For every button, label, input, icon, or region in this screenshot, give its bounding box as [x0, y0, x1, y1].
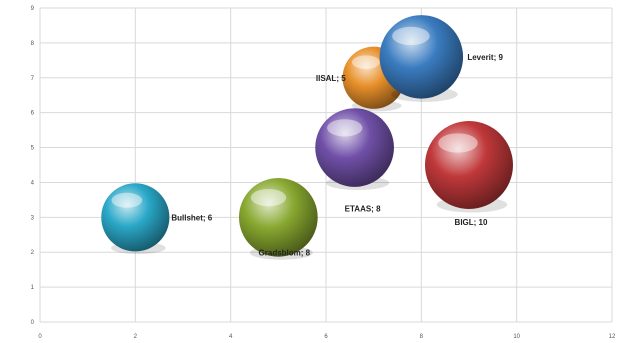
bubble-data-label: BIGL; 10 — [455, 218, 488, 227]
y-tick-label: 1 — [31, 285, 35, 291]
bubble-highlight — [351, 55, 380, 70]
y-tick-label: 6 — [31, 111, 35, 117]
bubble-data-label: Leverit; 9 — [467, 53, 503, 62]
bubble-data-label: IISAL; 5 — [316, 74, 346, 83]
bubble-highlight — [250, 188, 287, 207]
y-tick-label: 8 — [31, 41, 35, 47]
y-tick-label: 0 — [31, 320, 35, 326]
bubble-highlight — [327, 119, 363, 137]
y-tick-label: 2 — [31, 250, 35, 256]
x-tick-label: 10 — [513, 334, 520, 340]
bubble-highlight — [111, 192, 143, 208]
bubbles-layer — [101, 15, 513, 260]
bubble-labels: Bullshet; 6 Gradsblom; 8 ETAAS; 8 IISAL; 5 L… — [171, 53, 503, 257]
bubble-highlight — [438, 133, 478, 153]
bubble — [101, 183, 170, 252]
y-tick-label: 4 — [31, 180, 35, 186]
bubble — [238, 177, 318, 257]
bubble-data-label: Gradsblom; 8 — [259, 248, 311, 257]
bubble-highlight — [392, 26, 430, 46]
bubble — [379, 15, 464, 99]
bubble — [425, 121, 513, 209]
y-tick-label: 5 — [31, 146, 35, 152]
x-tick-label: 12 — [609, 334, 616, 340]
x-tick-label: 4 — [229, 334, 233, 340]
x-tick-label: 2 — [134, 334, 138, 340]
y-tick-label: 7 — [31, 76, 35, 82]
bubble-data-label: Bullshet; 6 — [171, 213, 212, 222]
bubble-data-label: ETAAS; 8 — [345, 205, 381, 214]
x-tick-label: 6 — [324, 334, 328, 340]
bubble — [315, 108, 394, 187]
y-tick-label: 9 — [31, 6, 35, 12]
y-tick-label: 3 — [31, 215, 35, 221]
x-tick-label: 8 — [420, 334, 424, 340]
x-tick-label: 0 — [38, 334, 42, 340]
